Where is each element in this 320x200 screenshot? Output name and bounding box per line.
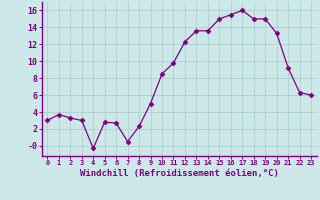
X-axis label: Windchill (Refroidissement éolien,°C): Windchill (Refroidissement éolien,°C) (80, 169, 279, 178)
